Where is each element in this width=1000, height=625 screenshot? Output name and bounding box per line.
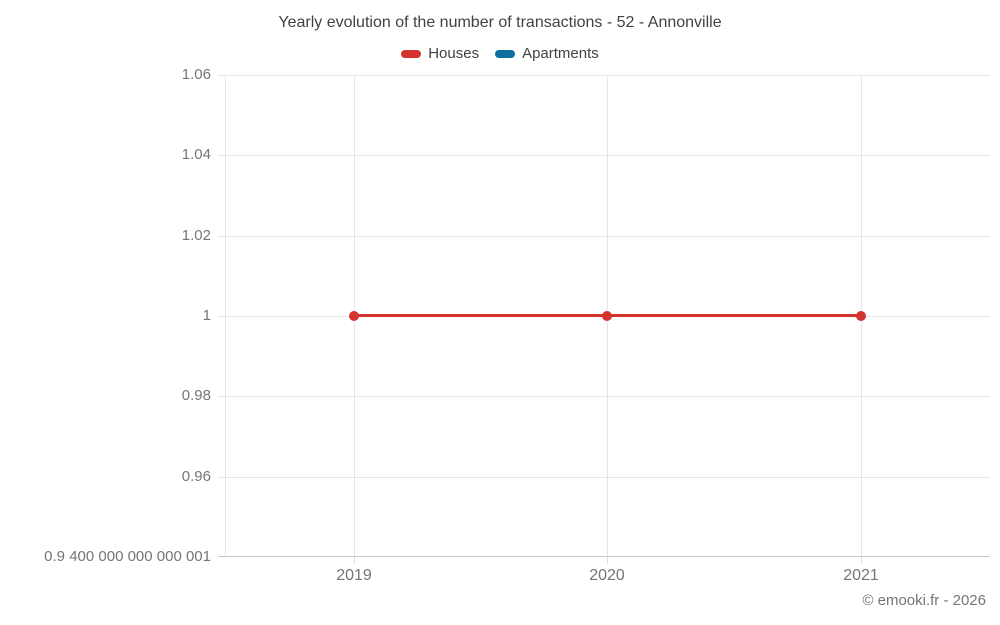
y-tick-label: 1 bbox=[202, 307, 211, 324]
y-tick-label: 1.02 bbox=[181, 227, 211, 244]
gridline-h-1-06 bbox=[218, 75, 990, 76]
legend-label-houses: Houses bbox=[428, 45, 480, 62]
legend-item-apartments: Apartments bbox=[495, 45, 599, 62]
copyright-attribution: © emooki.fr - 2026 bbox=[862, 592, 986, 609]
gridline-h-0-98 bbox=[218, 396, 990, 397]
x-axis-line bbox=[218, 556, 990, 557]
y-axis-baseline bbox=[225, 75, 226, 557]
chart-title: Yearly evolution of the number of transa… bbox=[278, 14, 722, 31]
apartments-series-swatch-icon bbox=[495, 49, 516, 58]
x-tick-2019 bbox=[354, 557, 355, 564]
x-tick-label-2019: 2019 bbox=[336, 567, 372, 584]
y-tick-label: 0.9 400 000 000 000 001 bbox=[44, 548, 211, 565]
y-tick-label: 1.06 bbox=[181, 66, 211, 83]
houses-point-2020[interactable] bbox=[602, 311, 612, 321]
chart-legend: Houses Apartments bbox=[0, 45, 1000, 62]
y-tick-label: 1.04 bbox=[181, 146, 211, 163]
x-tick-label-2021: 2021 bbox=[843, 567, 879, 584]
y-tick-label: 0.96 bbox=[181, 468, 211, 485]
gridline-h-1-04 bbox=[218, 155, 990, 156]
gridline-h-1-02 bbox=[218, 236, 990, 237]
legend-label-apartments: Apartments bbox=[522, 45, 599, 62]
gridline-h-0-96 bbox=[218, 477, 990, 478]
x-tick-2020 bbox=[607, 557, 608, 564]
x-tick-label-2020: 2020 bbox=[589, 567, 625, 584]
houses-point-2021[interactable] bbox=[856, 311, 866, 321]
y-tick-label: 0.98 bbox=[181, 387, 211, 404]
x-tick-2021 bbox=[861, 557, 862, 564]
houses-series-swatch-icon bbox=[401, 49, 422, 58]
legend-item-houses: Houses bbox=[401, 45, 479, 62]
houses-point-2019[interactable] bbox=[349, 311, 359, 321]
